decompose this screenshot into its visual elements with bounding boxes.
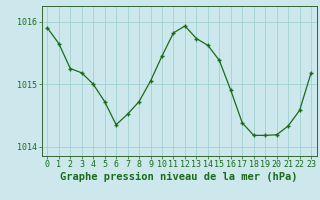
X-axis label: Graphe pression niveau de la mer (hPa): Graphe pression niveau de la mer (hPa) — [60, 172, 298, 182]
